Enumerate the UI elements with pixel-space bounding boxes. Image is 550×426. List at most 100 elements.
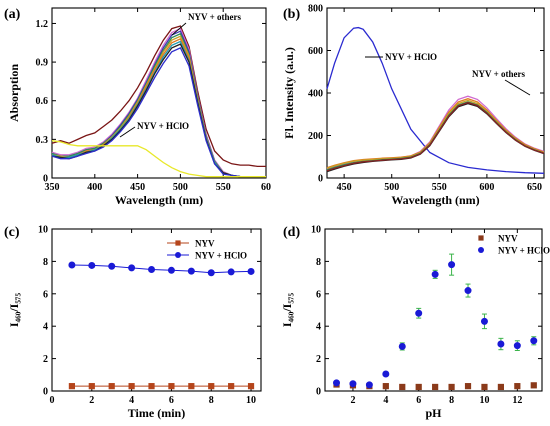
legend-label-c-1: NYV + HClO [195,251,247,261]
data-point-circle-c-1 [247,267,255,275]
annotation-arrow-a-0 [171,22,187,36]
plot-frame-a [51,7,267,179]
annotation-a-0: NYV + others [188,12,241,22]
series-line-a-8 [51,47,266,178]
panel-a: (a) 350 400 450 500 550 6000.30.60.91.2Wavele… [4,7,271,207]
data-point-square-c-0 [128,383,135,390]
x-tick-label-b: 450 [337,182,352,193]
y-axis-title-d: I₄₆₀/I₅₇₅ [280,292,294,327]
data-point-circle-c-1 [108,262,116,270]
y-tick-label-c: 8 [43,257,48,268]
x-axis-title-a: Wavelength (nm) [115,193,203,207]
x-tick-label-b: 600 [479,182,494,193]
x-tick-label-d: 6 [416,395,421,406]
x-tick-label-c: 6 [169,395,174,406]
x-tick-label-a: 500 [173,182,188,193]
data-point-circle-d-1 [513,342,521,350]
series-line-b-6 [326,101,545,172]
data-point-circle-c-1 [227,268,235,276]
data-point-square-c-0 [228,383,235,390]
data-point-square-c-0 [168,383,175,390]
legend-marker-c-1 [175,252,181,258]
x-tick-label-c: 8 [209,395,214,406]
x-tick-label-a: 60 [261,182,271,193]
annotation-arrow-a-1 [119,126,136,138]
x-tick-label-c: 2 [89,395,94,406]
data-point-square-c-0 [88,383,95,390]
x-tick-label-a: 550 [216,182,231,193]
y-tick-label-b: 400 [308,89,323,100]
y-tick-label-d: 8 [316,257,321,268]
y-tick-label-a: 0.6 [36,96,49,107]
data-point-square-d-0 [448,383,455,391]
x-tick-label-a: 450 [130,182,145,193]
x-tick-label-d: 8 [449,395,454,406]
panel-c-label: (c) [4,225,20,240]
y-tick-label-b: 600 [308,46,323,57]
data-point-square-d-0 [514,383,521,390]
y-tick-label-c: 6 [43,289,48,300]
panel-a-label: (a) [4,7,21,22]
x-tick-label-c: 10 [246,395,256,406]
series-line-a-0 [51,25,266,168]
x-tick-label-b: 500 [384,182,399,193]
x-tick-label-a: 350 [45,182,60,193]
data-point-circle-c-1 [187,267,195,275]
data-point-circle-d-1 [349,380,357,388]
y-axis-title-a: Absorption [7,64,21,122]
y-tick-label-d: 6 [316,289,321,300]
y-tick-label-b: 800 [308,4,323,15]
legend-marker-c-0 [175,240,181,246]
annotation-arrow-b-1 [504,79,531,96]
annotation-a-1: NYV + HClO [137,121,189,131]
y-tick-label-a: 1.2 [36,19,49,30]
y-tick-label-b: 200 [308,131,323,142]
y-tick-label-c: 2 [43,354,48,365]
data-point-square-c-0 [148,383,155,390]
x-tick-label-d: 4 [383,395,388,406]
legend-label-d-0: NYV [498,234,518,244]
data-point-circle-c-1 [88,261,96,269]
y-tick-label-d: 4 [316,322,321,333]
data-point-circle-d-1 [333,379,341,387]
y-axis-title-c: I₄₆₀/I₅₇₅ [7,292,21,327]
y-tick-label-c: 10 [38,225,48,236]
x-tick-label-c: 4 [129,395,134,406]
panel-c: (c) 0 2 4 6 8 10 0 2 4 6 8 10 Time (min) I₄₆₀/I₅₇₅ NYV… [4,225,262,420]
x-tick-label-b: 550 [432,182,447,193]
series-line-b-0 [326,26,545,174]
legend-marker-d-1 [478,247,484,253]
y-tick-label-a: 0.9 [36,58,49,69]
x-tick-label-b: 650 [527,182,542,193]
annotation-b-0: NYV + HClO [385,52,437,62]
y-tick-label-a: 0 [43,174,48,185]
data-point-circle-d-1 [398,342,406,350]
data-point-circle-d-1 [480,317,488,325]
data-point-square-c-0 [188,383,195,390]
data-point-circle-d-1 [497,340,505,348]
y-axis-title-b: Fl. Intensity (a.u.) [282,47,296,139]
data-point-square-d-0 [481,383,488,391]
data-point-circle-d-1 [530,337,538,345]
x-axis-title-d: pH [425,406,442,420]
legend-marker-d-0 [478,235,484,241]
x-tick-label-d: 2 [350,395,355,406]
data-point-square-d-0 [382,383,389,390]
x-tick-label-d: 10 [479,395,489,406]
data-point-square-c-0 [108,383,115,390]
data-point-square-d-0 [399,383,406,391]
data-point-circle-c-1 [148,266,156,273]
y-tick-label-d: 2 [316,354,321,365]
x-tick-label-d: 12 [512,395,522,406]
data-point-square-d-0 [464,383,472,390]
y-tick-label-c: 4 [43,322,48,333]
series-line-a-9 [51,140,266,178]
series-line-c-1 [71,264,252,274]
y-tick-label-d: 10 [311,225,321,236]
y-tick-label-d: 0 [316,387,321,398]
data-point-circle-c-1 [68,261,76,269]
x-axis-title-b: Wavelength (nm) [391,193,479,207]
panel-d: (d) 2 4 6 8 10 12 0 2 4 6 8 10 pH I₄₆₀/I₅₇₅ NYV NYV + H… [280,225,550,421]
data-point-square-d-0 [530,382,537,389]
